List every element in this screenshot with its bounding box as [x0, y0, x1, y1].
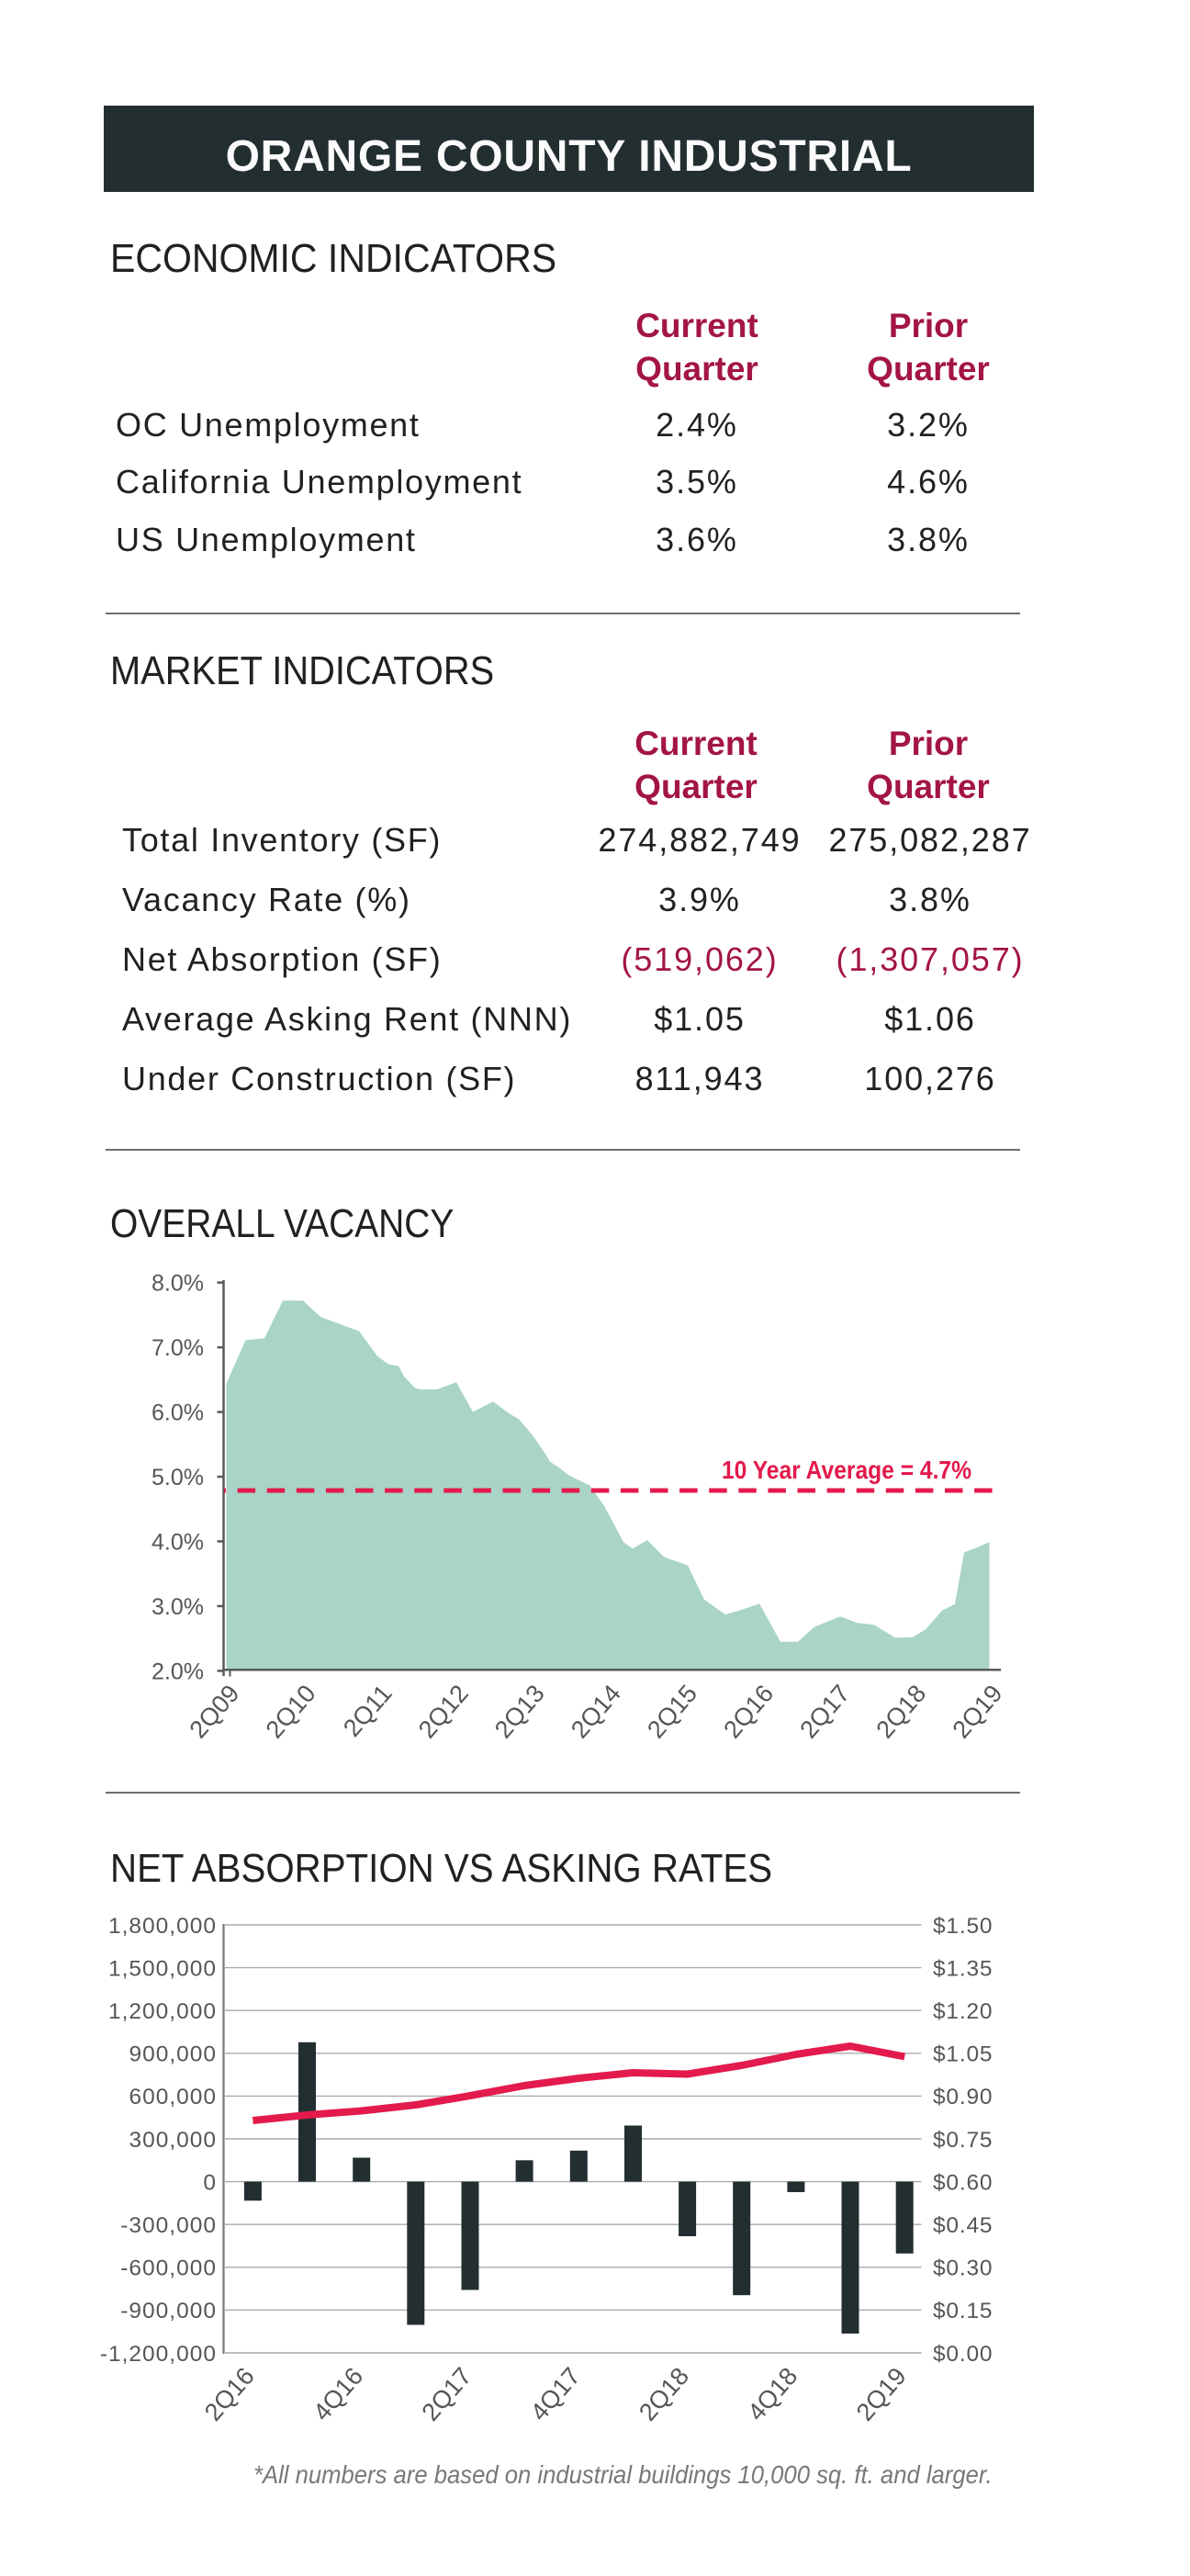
- svg-text:$1.35: $1.35: [933, 1956, 993, 1981]
- svg-text:4Q17: 4Q17: [525, 2362, 586, 2426]
- svg-text:2Q16: 2Q16: [718, 1680, 779, 1744]
- svg-text:$1.20: $1.20: [933, 1999, 993, 2024]
- svg-text:-900,000: -900,000: [120, 2299, 217, 2323]
- svg-text:$0.15: $0.15: [933, 2299, 993, 2323]
- svg-text:2Q12: 2Q12: [413, 1680, 474, 1744]
- svg-text:$0.90: $0.90: [933, 2085, 993, 2109]
- svg-text:10 Year Average = 4.7%: 10 Year Average = 4.7%: [722, 1456, 971, 1484]
- svg-text:2Q10: 2Q10: [261, 1680, 321, 1744]
- svg-text:4Q18: 4Q18: [742, 2362, 803, 2426]
- svg-text:$1.05: $1.05: [933, 2042, 993, 2067]
- svg-text:2Q14: 2Q14: [566, 1680, 626, 1744]
- svg-text:2Q17: 2Q17: [417, 2362, 477, 2426]
- svg-text:$0.60: $0.60: [933, 2170, 993, 2195]
- svg-text:900,000: 900,000: [129, 2042, 217, 2067]
- svg-text:2Q16: 2Q16: [199, 2362, 260, 2426]
- svg-text:2Q19: 2Q19: [851, 2362, 912, 2426]
- svg-text:4.0%: 4.0%: [152, 1529, 204, 1555]
- svg-text:2.0%: 2.0%: [152, 1659, 204, 1684]
- svg-text:$0.00: $0.00: [933, 2342, 993, 2367]
- svg-text:3.0%: 3.0%: [152, 1594, 204, 1620]
- svg-text:1,200,000: 1,200,000: [108, 1999, 217, 2024]
- svg-text:-300,000: -300,000: [120, 2213, 217, 2238]
- svg-text:5.0%: 5.0%: [152, 1465, 204, 1490]
- svg-text:$0.30: $0.30: [933, 2256, 993, 2281]
- svg-text:600,000: 600,000: [129, 2085, 217, 2109]
- svg-text:-1,200,000: -1,200,000: [100, 2342, 217, 2367]
- svg-text:0: 0: [203, 2170, 217, 2195]
- svg-text:2Q17: 2Q17: [794, 1680, 855, 1744]
- svg-text:2Q13: 2Q13: [489, 1680, 550, 1744]
- svg-text:4Q16: 4Q16: [308, 2362, 368, 2426]
- svg-text:-600,000: -600,000: [120, 2256, 217, 2281]
- svg-text:$0.75: $0.75: [933, 2128, 993, 2153]
- svg-text:8.0%: 8.0%: [152, 1271, 204, 1297]
- svg-text:1,500,000: 1,500,000: [108, 1956, 217, 1981]
- svg-text:1,800,000: 1,800,000: [108, 1914, 217, 1939]
- svg-text:2Q11: 2Q11: [338, 1680, 398, 1742]
- svg-text:2Q19: 2Q19: [948, 1680, 1008, 1744]
- svg-text:2Q18: 2Q18: [634, 2362, 694, 2426]
- svg-text:2Q18: 2Q18: [870, 1680, 931, 1744]
- svg-text:300,000: 300,000: [129, 2128, 217, 2153]
- svg-text:2Q15: 2Q15: [642, 1680, 702, 1744]
- svg-text:2Q09: 2Q09: [185, 1680, 245, 1744]
- svg-text:6.0%: 6.0%: [152, 1400, 204, 1426]
- svg-text:7.0%: 7.0%: [152, 1335, 204, 1361]
- svg-text:$1.50: $1.50: [933, 1914, 993, 1939]
- svg-text:$0.45: $0.45: [933, 2213, 993, 2238]
